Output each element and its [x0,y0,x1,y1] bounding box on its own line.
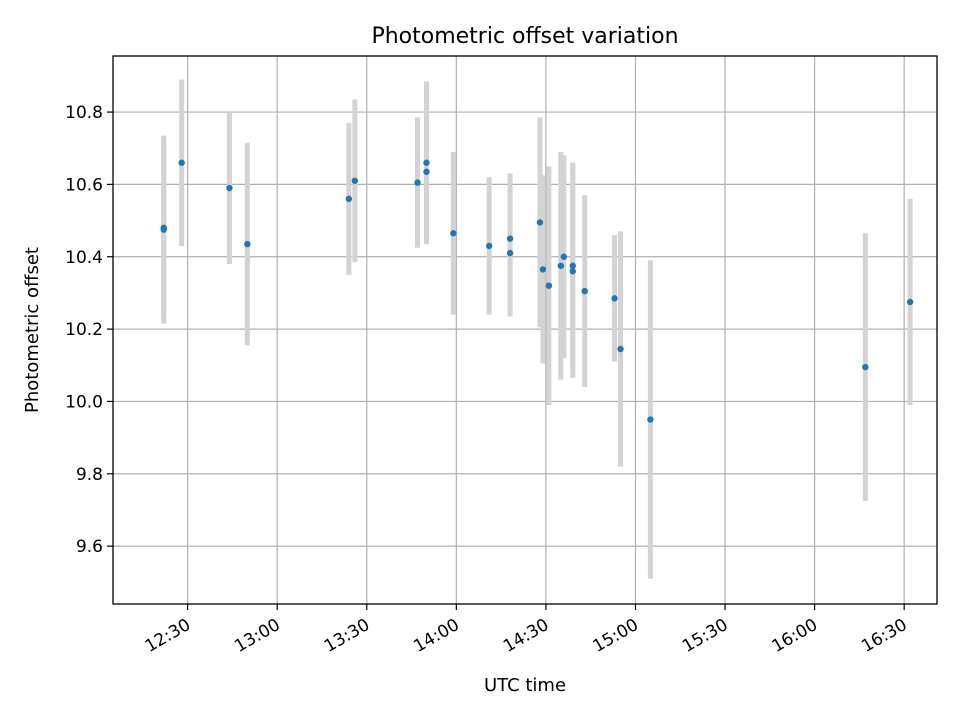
grid-lines [113,56,937,604]
data-point [160,224,167,232]
data-point [423,159,430,166]
x-tick-label: 14:00 [410,615,462,657]
data-point [178,159,185,166]
data-point [545,282,553,289]
x-tick-label: 15:00 [590,615,642,657]
y-tick-label: 10.4 [65,248,103,268]
y-tick-label: 10.2 [65,320,103,340]
x-tick-label: 16:00 [769,615,821,657]
x-tick-label: 13:00 [231,615,283,657]
data-point [423,168,430,175]
plot-frame [112,55,938,605]
data-point [560,253,568,260]
x-tick-label: 15:30 [679,615,731,657]
x-tick-label: 13:30 [321,615,373,657]
data-point [506,249,514,257]
x-tick-label: 12:30 [142,615,194,657]
data-point [569,262,576,269]
data-point [557,262,565,269]
x-axis-label: UTC time [484,675,566,696]
data-point [244,240,251,248]
data-point [226,184,233,192]
x-tick-label: 14:30 [500,615,552,657]
y-tick-label: 10.0 [65,392,103,412]
y-axis-label: Photometric offset [22,247,43,413]
data-point [617,345,624,353]
x-tick-label: 16:30 [858,615,910,657]
data-point [862,363,869,371]
data-point [906,298,914,306]
data-point [351,177,359,184]
data-point [569,268,576,275]
y-tick-label: 10.8 [65,103,103,123]
data-point [506,235,514,242]
y-tick-label: 9.6 [76,537,103,557]
chart-title: Photometric offset variation [371,24,678,49]
data-point [536,219,544,226]
data-point [647,416,654,423]
data-point [485,242,493,250]
data-point [414,179,421,186]
data-point [581,287,588,295]
y-tick-label: 10.6 [65,175,103,195]
y-tick-label: 9.8 [76,465,103,485]
data-point [345,195,353,203]
data-point [539,266,547,273]
data-points [160,159,914,423]
data-point [450,230,457,237]
data-point [611,295,618,302]
